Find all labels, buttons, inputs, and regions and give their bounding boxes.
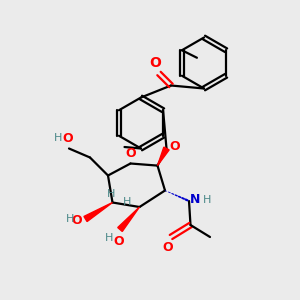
Polygon shape <box>118 207 140 232</box>
Polygon shape <box>84 202 112 222</box>
Text: O: O <box>114 235 124 248</box>
Text: O: O <box>149 56 161 70</box>
Text: H: H <box>54 133 63 143</box>
Polygon shape <box>158 147 169 166</box>
Text: O: O <box>169 140 179 153</box>
Text: O: O <box>72 214 83 227</box>
Text: O: O <box>125 147 136 160</box>
Text: O: O <box>62 132 73 145</box>
Text: H: H <box>66 214 74 224</box>
Text: H: H <box>105 233 114 243</box>
Text: H: H <box>202 195 211 205</box>
Text: O: O <box>162 241 173 254</box>
Text: N: N <box>190 193 201 206</box>
Text: H: H <box>107 189 115 199</box>
Text: H: H <box>123 196 131 207</box>
